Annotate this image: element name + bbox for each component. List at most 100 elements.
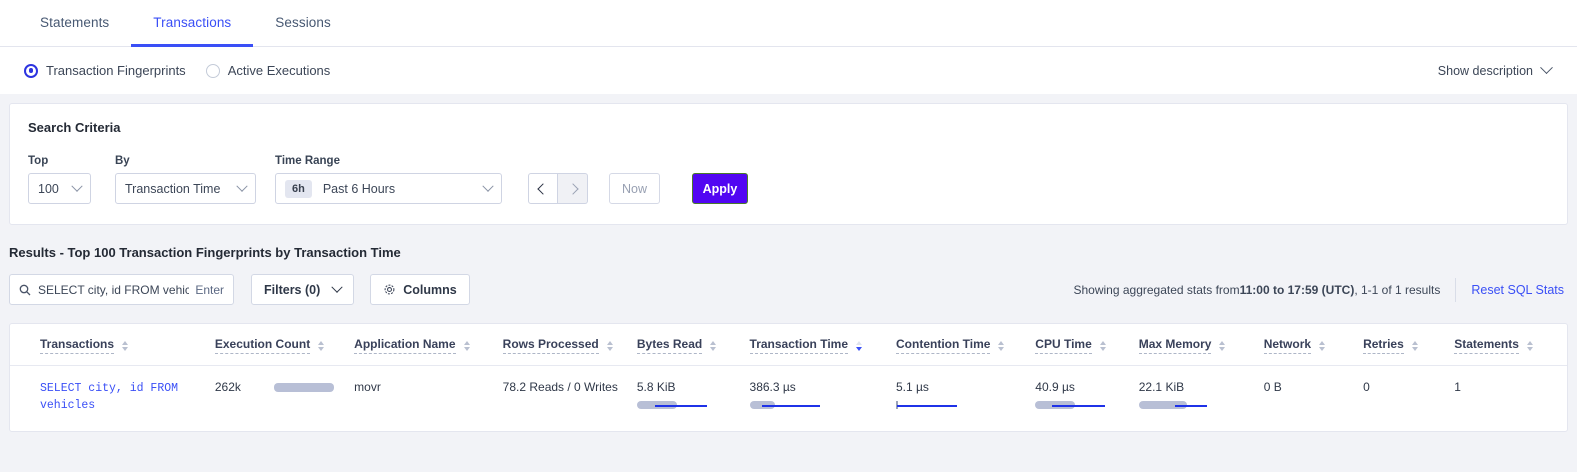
sort-toggle-icon[interactable] xyxy=(122,340,129,351)
next-time-range-button[interactable] xyxy=(558,173,588,204)
column-header-execution-count[interactable]: Execution Count xyxy=(214,324,355,366)
cell-contention-time: 5.1 µs xyxy=(896,366,1035,431)
search-enter-hint[interactable]: Enter xyxy=(195,282,224,297)
cell-cpu-time: 40.9 µs xyxy=(1035,366,1138,431)
column-header-label: Transaction Time xyxy=(749,337,849,354)
column-header-transactions[interactable]: Transactions xyxy=(10,324,215,366)
cell-bytes-read: 5.8 KiB xyxy=(636,366,750,431)
results-status: Showing aggregated stats from 11:00 to 1… xyxy=(1073,277,1569,302)
now-button[interactable]: Now xyxy=(609,173,660,204)
search-criteria-fields: Top 100 By Transaction Time Time Range 6… xyxy=(28,155,1549,204)
chevron-down-icon xyxy=(71,180,83,192)
chevron-down-icon xyxy=(236,180,248,192)
contention-time-value: 5.1 µs xyxy=(896,380,929,394)
transactions-table-container: Transactions Execution Count Application… xyxy=(9,323,1568,432)
radio-transaction-fingerprints-label: Transaction Fingerprints xyxy=(46,63,186,78)
tab-transactions[interactable]: Transactions xyxy=(131,0,254,47)
table-header: Transactions Execution Count Application… xyxy=(10,324,1567,366)
search-criteria-panel: Search Criteria Top 100 By Transaction T… xyxy=(9,103,1568,225)
sort-toggle-icon[interactable] xyxy=(1319,340,1326,351)
status-divider xyxy=(1455,277,1457,302)
columns-label: Columns xyxy=(403,282,457,297)
cell-statements: 1 xyxy=(1454,380,1461,394)
sort-toggle-icon[interactable] xyxy=(1099,340,1106,351)
previous-time-range-button[interactable] xyxy=(528,173,558,204)
by-select[interactable]: Transaction Time xyxy=(115,173,256,204)
sort-toggle-icon[interactable] xyxy=(1219,340,1226,351)
chevron-left-icon xyxy=(537,182,549,195)
sort-toggle-icon[interactable] xyxy=(1411,340,1418,351)
table-header-row: Transactions Execution Count Application… xyxy=(10,324,1567,366)
gear-icon xyxy=(384,284,395,295)
sort-toggle-icon[interactable] xyxy=(318,340,325,351)
column-header-rows-processed[interactable]: Rows Processed xyxy=(502,324,637,366)
by-label: By xyxy=(115,155,130,167)
view-toggle-bar: Transaction Fingerprints Active Executio… xyxy=(0,47,1577,94)
max-memory-bar xyxy=(1138,400,1252,409)
column-header-application-name[interactable]: Application Name xyxy=(354,324,503,366)
column-header-label: Rows Processed xyxy=(502,337,599,354)
radio-unselected-icon xyxy=(205,63,220,78)
time-range-label: Time Range xyxy=(275,155,340,167)
top-select-value: 100 xyxy=(38,181,59,196)
sort-toggle-icon[interactable] xyxy=(856,340,863,351)
column-header-transaction-time[interactable]: Transaction Time xyxy=(749,324,896,366)
column-header-retries[interactable]: Retries xyxy=(1363,324,1455,366)
column-header-label: Retries xyxy=(1363,337,1404,354)
transaction-time-value: 386.3 µs xyxy=(749,380,796,394)
sort-toggle-icon[interactable] xyxy=(463,340,470,351)
top-label: Top xyxy=(28,155,49,167)
time-range-value: Past 6 Hours xyxy=(322,181,396,196)
cpu-time-value: 40.9 µs xyxy=(1035,380,1075,394)
view-toggle-group: Transaction Fingerprints Active Executio… xyxy=(24,63,330,78)
filters-button[interactable]: Filters (0) xyxy=(251,274,355,305)
search-input[interactable]: SELECT city, id FROM vehicles W Enter xyxy=(9,274,234,305)
column-header-label: Max Memory xyxy=(1138,337,1212,354)
column-header-network[interactable]: Network xyxy=(1263,324,1364,366)
sort-toggle-icon[interactable] xyxy=(1526,340,1533,351)
status-prefix: Showing aggregated stats from xyxy=(1073,282,1240,297)
cell-retries: 0 xyxy=(1363,380,1370,394)
by-field: By Transaction Time xyxy=(101,155,256,204)
radio-selected-icon xyxy=(24,63,38,78)
column-header-label: Transactions xyxy=(40,337,115,354)
bar-mean xyxy=(1138,401,1187,409)
columns-button[interactable]: Columns xyxy=(370,274,470,305)
sort-toggle-icon[interactable] xyxy=(710,340,717,351)
tab-statements[interactable]: Statements xyxy=(40,14,110,30)
reset-sql-stats-link[interactable]: Reset SQL Stats xyxy=(1471,282,1564,297)
sort-toggle-icon[interactable] xyxy=(606,340,613,351)
radio-active-executions[interactable]: Active Executions xyxy=(205,63,330,78)
column-header-bytes-read[interactable]: Bytes Read xyxy=(636,324,750,366)
cell-execution-count: 262k xyxy=(215,366,354,431)
column-header-cpu-time[interactable]: CPU Time xyxy=(1035,324,1139,366)
column-header-statements[interactable]: Statements xyxy=(1454,324,1567,366)
show-description-toggle[interactable]: Show description xyxy=(1438,61,1553,78)
apply-button[interactable]: Apply xyxy=(692,173,748,204)
execution-count-bar xyxy=(273,382,334,392)
bar-range-line xyxy=(897,404,957,407)
results-toolbar: SELECT city, id FROM vehicles W Enter Fi… xyxy=(9,274,1568,305)
search-criteria-title: Search Criteria xyxy=(28,120,121,135)
sort-toggle-icon[interactable] xyxy=(998,340,1005,351)
radio-transaction-fingerprints[interactable]: Transaction Fingerprints xyxy=(24,63,186,78)
cell-transaction-time: 386.3 µs xyxy=(749,366,896,431)
bar-range-line xyxy=(1052,404,1106,407)
search-input-value: SELECT city, id FROM vehicles W xyxy=(38,282,190,297)
time-range-field: Time Range 6h Past 6 Hours xyxy=(266,155,502,204)
tab-sessions[interactable]: Sessions xyxy=(275,14,331,30)
column-header-contention-time[interactable]: Contention Time xyxy=(896,324,1036,366)
top-field: Top 100 xyxy=(28,155,91,204)
cell-transactions: SELECT city, id FROM vehicles xyxy=(10,366,215,431)
time-range-badge: 6h xyxy=(285,179,312,198)
column-header-max-memory[interactable]: Max Memory xyxy=(1138,324,1264,366)
time-range-select[interactable]: 6h Past 6 Hours xyxy=(275,173,502,204)
top-select[interactable]: 100 xyxy=(28,173,91,204)
filters-label: Filters (0) xyxy=(264,282,321,297)
contention-time-bar xyxy=(896,400,1023,409)
chevron-down-icon xyxy=(482,180,494,192)
column-header-label: Statements xyxy=(1454,337,1519,354)
transaction-fingerprint-link[interactable]: SELECT city, id FROM vehicles xyxy=(40,382,179,413)
cell-rows-processed: 78.2 Reads / 0 Writes xyxy=(502,380,618,394)
bar-range-line xyxy=(761,404,820,407)
